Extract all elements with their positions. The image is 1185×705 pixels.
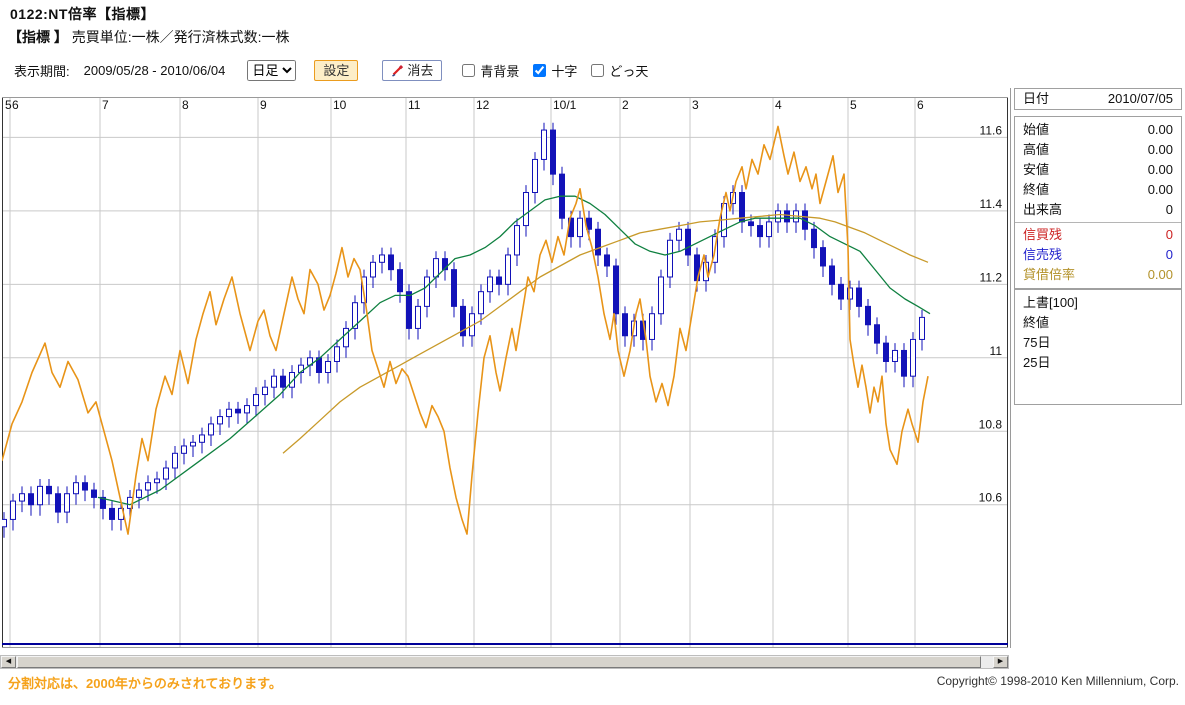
erase-button[interactable]: 消去 — [382, 59, 443, 81]
svg-text:11: 11 — [408, 98, 421, 112]
y-axis-labels: 11.6 11.4 11.2 11 10.8 10.6 — [979, 123, 1003, 504]
quote-box: 始値 0.00 高値 0.00 安値 0.00 終値 0.00 出来高 0 信買残 0 信売残 0 貸借倍率… — [1014, 116, 1182, 289]
plot-frame — [2, 97, 1008, 648]
info-row-label: 終値 — [1023, 182, 1050, 197]
scroll-left-button[interactable]: ◀ — [1, 656, 16, 668]
info-row-value: 0 — [1165, 247, 1173, 262]
svg-text:10.8: 10.8 — [979, 417, 1003, 431]
info-row-label: 75日 — [1023, 335, 1051, 350]
svg-text:4: 4 — [775, 98, 782, 112]
checkbox-blue-background[interactable] — [462, 63, 476, 77]
settings-button[interactable]: 設定 — [314, 59, 359, 81]
svg-text:3: 3 — [692, 98, 699, 112]
date-label: 日付 — [1023, 91, 1050, 106]
info-row-label: 高値 — [1023, 142, 1050, 157]
info-row-label: 信売残 — [1023, 247, 1063, 262]
info-row: 信売残 0 — [1015, 245, 1181, 265]
info-row: 終値 — [1015, 313, 1181, 333]
checkbox-crosshair[interactable] — [533, 63, 547, 77]
gridlines — [2, 97, 1008, 648]
svg-text:10.6: 10.6 — [979, 491, 1003, 505]
info-row: 出来高 0 — [1015, 200, 1181, 220]
price-chart-svg[interactable]: 5 6 7 8 9 10 11 12 10/1 2 3 4 5 611.611.411.21110.810… — [2, 97, 1008, 648]
info-row-label: 安値 — [1023, 162, 1050, 177]
chart-toolbar: 表示期間: 2009/05/28 - 2010/06/04 日足 設定 消去 青… — [14, 58, 658, 82]
date-value: 2010/07/05 — [1107, 91, 1173, 106]
info-row: 始値 0.00 — [1015, 120, 1181, 140]
horizontal-scrollbar[interactable]: ◀ ▶ — [0, 655, 1009, 669]
info-row-value: 0.00 — [1147, 267, 1173, 282]
info-row-value: 0.00 — [1147, 142, 1173, 157]
info-row-value: 0.00 — [1147, 122, 1173, 137]
info-row-value: 0.00 — [1147, 182, 1173, 197]
info-row-label: 貸借倍率 — [1023, 267, 1076, 282]
svg-text:11: 11 — [990, 344, 1003, 358]
overlay-close-line — [2, 125, 929, 535]
instrument-subtitle: 【指標 】 売買単位:一株／発行済株式数:一株 — [8, 27, 290, 47]
info-row: 安値 0.00 — [1015, 160, 1181, 180]
svg-text:9: 9 — [260, 98, 267, 112]
checkbox-item: 十字 — [533, 61, 577, 80]
info-row: 上書[100] — [1015, 293, 1181, 313]
info-row: 25日 — [1015, 353, 1181, 373]
info-row-value: 0 — [1165, 202, 1173, 217]
info-row-label: 25日 — [1023, 355, 1051, 370]
chart-option-checkboxes: 青背景 十字 どっ天 — [462, 61, 658, 80]
svg-text:5: 5 — [850, 98, 857, 112]
info-row: 75日 — [1015, 333, 1181, 353]
info-row-label: 始値 — [1023, 122, 1050, 137]
pen-icon — [392, 64, 404, 77]
svg-text:5: 5 — [5, 98, 12, 112]
svg-text:10: 10 — [333, 98, 347, 112]
info-row: 貸借倍率 0.00 — [1015, 265, 1181, 285]
ma75-line — [282, 213, 929, 454]
info-row-label: 信買残 — [1023, 227, 1063, 242]
checkbox-label: どっ天 — [609, 63, 649, 79]
overlay-legend-box: 上書[100] 終値 75日 25日 — [1014, 289, 1182, 405]
scroll-right-button[interactable]: ▶ — [993, 656, 1008, 668]
erase-button-label: 消去 — [407, 62, 434, 78]
period-value: 2009/05/28 - 2010/06/04 — [83, 62, 226, 78]
checkbox-item: 青背景 — [462, 61, 519, 80]
svg-text:2: 2 — [622, 98, 629, 112]
svg-text:11.4: 11.4 — [980, 197, 1003, 211]
info-row-value: 0 — [1165, 227, 1173, 242]
x-axis-labels: 5 6 7 8 9 10 11 12 10/1 2 3 4 5 6 — [5, 98, 924, 112]
info-row: 高値 0.00 — [1015, 140, 1181, 160]
panel-divider — [1010, 88, 1011, 648]
split-notice-text: 分割対応は、2000年からのみされております。 — [8, 676, 282, 691]
period-label: 表示期間: — [14, 63, 70, 79]
svg-text:10/1: 10/1 — [553, 98, 577, 112]
checkbox-label: 青背景 — [480, 63, 520, 79]
info-row-label: 上書[100] — [1023, 295, 1078, 310]
info-row-label: 終値 — [1023, 315, 1050, 330]
svg-text:6: 6 — [12, 98, 19, 112]
svg-text:11.2: 11.2 — [980, 270, 1003, 284]
svg-text:6: 6 — [917, 98, 924, 112]
svg-text:12: 12 — [476, 98, 490, 112]
subtitle-tag: 【指標 】 — [8, 29, 68, 45]
svg-text:8: 8 — [182, 98, 189, 112]
ma25-line — [97, 195, 931, 506]
info-row-value: 0.00 — [1147, 162, 1173, 177]
subtitle-text: 売買単位:一株／発行済株式数:一株 — [71, 29, 290, 45]
checkbox-label: 十字 — [551, 63, 578, 79]
checkbox-dotten[interactable] — [591, 63, 605, 77]
scrollbar-thumb[interactable] — [17, 656, 981, 668]
date-box: 日付 2010/07/05 — [1014, 88, 1182, 110]
svg-text:11.6: 11.6 — [980, 123, 1003, 137]
price-chart-area[interactable]: 5 6 7 8 9 10 11 12 10/1 2 3 4 5 6 11.6 11.4 11.2 11 10.8 10… — [2, 97, 1008, 648]
svg-text:7: 7 — [102, 98, 109, 112]
timeframe-select[interactable]: 日足 — [247, 59, 297, 81]
info-row-label: 出来高 — [1023, 202, 1063, 217]
info-row: 信買残 0 — [1015, 225, 1181, 245]
page-title: 0122:NT倍率【指標】 — [10, 6, 155, 22]
checkbox-item: どっ天 — [591, 61, 648, 80]
info-row: 終値 0.00 — [1015, 180, 1181, 200]
copyright-text: Copyright© 1998-2010 Ken Millennium, Cor… — [936, 674, 1179, 688]
